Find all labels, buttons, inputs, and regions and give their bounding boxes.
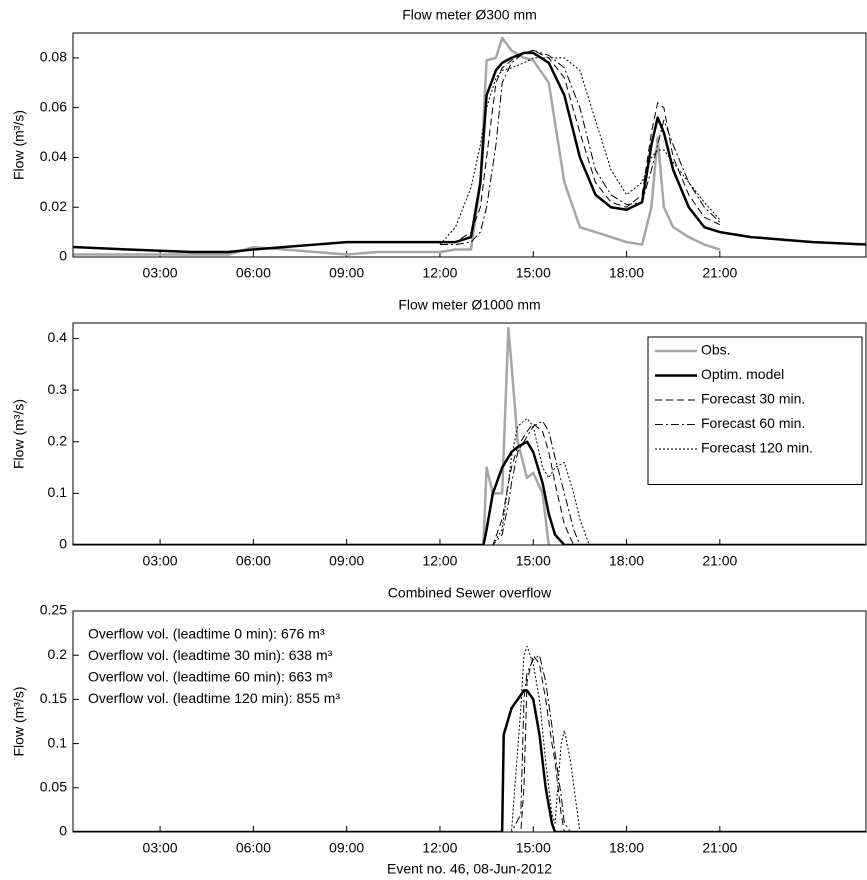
x-tick-label: 12:00 — [422, 265, 457, 281]
legend-label: Forecast 60 min. — [701, 415, 805, 431]
y-axis-label: Flow (m³/s) — [11, 399, 27, 469]
x-tick-label: 12:00 — [422, 840, 457, 856]
y-tick-label: 0 — [59, 248, 67, 264]
y-tick-label: 0.1 — [48, 734, 68, 750]
series-line — [439, 57, 721, 245]
y-tick-label: 0 — [59, 536, 67, 552]
x-axis-label: Event no. 46, 08-Jun-2012 — [387, 861, 552, 877]
legend-label: Optim. model — [701, 366, 784, 382]
series-line — [73, 418, 866, 545]
x-tick-label: 18:00 — [609, 840, 644, 856]
x-tick-label: 15:00 — [516, 553, 551, 569]
y-tick-label: 0.4 — [48, 329, 68, 345]
chart-title: Flow meter Ø300 mm — [402, 7, 537, 23]
series-line — [73, 440, 866, 545]
y-axis-label: Flow (m³/s) — [11, 110, 27, 180]
x-tick-label: 15:00 — [516, 840, 551, 856]
y-tick-label: 0.15 — [40, 690, 67, 706]
x-tick-label: 03:00 — [143, 265, 178, 281]
x-tick-label: 06:00 — [236, 265, 271, 281]
y-tick-label: 0.1 — [48, 484, 68, 500]
legend-box — [647, 336, 863, 485]
legend: Obs. Optim. model Forecast 30 min. Forecast… — [647, 336, 863, 485]
x-tick-label: 21:00 — [702, 840, 737, 856]
subplot: Flow meter Ø1000 mm Flow (m³/s) 03:00 06:00… — [11, 297, 867, 569]
x-tick-label: 09:00 — [329, 553, 364, 569]
annotation: Overflow vol. (leadtime 30 min): 638 m³ — [88, 647, 333, 663]
plot-lines — [73, 36, 866, 256]
series-line — [73, 654, 866, 832]
x-tick-label: 03:00 — [143, 840, 178, 856]
x-tick-label: 18:00 — [609, 553, 644, 569]
x-tick-label: 21:00 — [702, 265, 737, 281]
x-tick-label: 21:00 — [702, 553, 737, 569]
legend-label: Forecast 30 min. — [701, 391, 805, 407]
series-line — [73, 51, 866, 254]
x-tick-label: 03:00 — [143, 553, 178, 569]
plot-lines — [73, 645, 866, 832]
y-tick-label: 0.02 — [40, 198, 67, 214]
annotation: Overflow vol. (leadtime 60 min): 663 m³ — [88, 669, 333, 685]
y-tick-label: 0.04 — [40, 148, 67, 164]
plot-lines — [73, 326, 866, 545]
series-line — [73, 689, 866, 832]
chart-title: Flow meter Ø1000 mm — [398, 297, 540, 313]
plot-frame — [72, 32, 867, 258]
y-tick-label: 0.3 — [48, 381, 68, 397]
annotation: Overflow vol. (leadtime 0 min): 676 m³ — [88, 626, 325, 642]
x-tick-label: 06:00 — [236, 553, 271, 569]
x-tick-label: 18:00 — [609, 265, 644, 281]
legend-label: Obs. — [701, 342, 731, 358]
series-line — [439, 49, 721, 243]
chart-title: Combined Sewer overflow — [388, 585, 552, 601]
series-line — [73, 326, 551, 545]
y-tick-label: 0.06 — [40, 98, 67, 114]
x-tick-label: 09:00 — [329, 265, 364, 281]
series-line — [439, 49, 721, 246]
x-tick-label: 09:00 — [329, 840, 364, 856]
y-tick-label: 0.08 — [40, 49, 67, 65]
y-tick-label: 0.2 — [48, 432, 68, 448]
annotation: Overflow vol. (leadtime 120 min): 855 m³ — [88, 690, 340, 706]
x-tick-label: 06:00 — [236, 840, 271, 856]
y-tick-label: 0.05 — [40, 779, 67, 795]
plot-frame — [72, 322, 867, 546]
x-tick-label: 12:00 — [422, 553, 457, 569]
y-tick-label: 0.25 — [40, 602, 67, 618]
legend-label: Forecast 120 min. — [701, 440, 813, 456]
x-tick-label: 15:00 — [516, 265, 551, 281]
y-tick-label: 0 — [59, 823, 67, 839]
subplot: Flow meter Ø300 mm Flow (m³/s) 03:00 06:00 0… — [11, 7, 867, 281]
y-tick-label: 0.2 — [48, 646, 68, 662]
series-line — [73, 36, 721, 256]
subplot: Combined Sewer overflow Flow (m³/s) Event … — [11, 585, 867, 877]
plot-frame — [72, 610, 867, 833]
y-axis-label: Flow (m³/s) — [11, 687, 27, 757]
series-line — [73, 645, 866, 832]
